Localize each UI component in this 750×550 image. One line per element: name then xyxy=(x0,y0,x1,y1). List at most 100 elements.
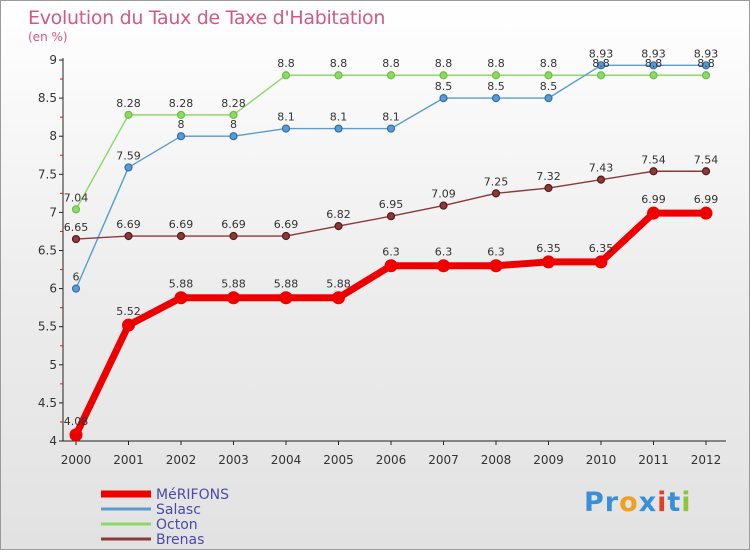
data-point xyxy=(71,234,81,244)
data-label: 6.3 xyxy=(382,246,400,259)
data-label: 8.28 xyxy=(169,97,194,110)
data-point xyxy=(699,206,713,220)
data-label: 5.88 xyxy=(326,278,351,291)
data-label: 8.28 xyxy=(221,97,246,110)
data-point xyxy=(124,231,133,241)
y-tick-label: 4.5 xyxy=(38,396,57,410)
data-point xyxy=(229,110,238,119)
data-point xyxy=(71,205,81,214)
data-point xyxy=(386,124,396,133)
logo-letter: i xyxy=(657,487,668,518)
logo-letter: o xyxy=(619,487,639,518)
data-point xyxy=(122,318,135,332)
x-tick-label: 2005 xyxy=(323,453,354,467)
data-point xyxy=(334,124,343,133)
data-point xyxy=(386,212,396,221)
data-point xyxy=(227,291,240,305)
x-tick-label: 2000 xyxy=(61,453,92,467)
data-label: 6.69 xyxy=(274,218,299,231)
x-tick-label: 2009 xyxy=(533,453,564,467)
data-point xyxy=(176,231,186,241)
y-tick-label: 5 xyxy=(49,358,57,372)
proxiti-logo: Proxiti xyxy=(584,487,692,518)
data-point xyxy=(544,183,553,193)
data-label: 7.43 xyxy=(589,162,614,175)
data-point xyxy=(647,206,660,220)
y-tick-label: 9 xyxy=(49,53,57,67)
data-label: 8 xyxy=(230,118,237,131)
data-label: 7.59 xyxy=(116,149,141,162)
data-label: 8.8 xyxy=(277,57,295,70)
data-point xyxy=(279,291,293,305)
data-point xyxy=(332,291,345,305)
data-point xyxy=(176,132,186,141)
chart-title: Evolution du Taux de Taxe d'Habitation xyxy=(28,7,386,29)
data-point xyxy=(176,110,186,119)
data-point xyxy=(281,231,291,241)
y-tick-label: 7 xyxy=(49,205,57,219)
data-label: 6.69 xyxy=(116,218,141,231)
data-point xyxy=(544,71,553,80)
data-label: 7.25 xyxy=(484,175,509,188)
data-label: 8.28 xyxy=(116,97,141,110)
data-label: 5.88 xyxy=(169,278,194,291)
data-label: 6.65 xyxy=(64,221,89,234)
x-tick-label: 2007 xyxy=(428,453,459,467)
data-point xyxy=(437,259,450,273)
data-point xyxy=(439,201,448,210)
x-tick-label: 2003 xyxy=(218,453,249,467)
data-label: 8.93 xyxy=(694,47,719,60)
data-point xyxy=(386,71,396,80)
y-tick-label: 6.5 xyxy=(38,244,57,258)
data-label: 6 xyxy=(73,271,80,284)
y-tick-label: 7.5 xyxy=(38,167,57,181)
data-point xyxy=(334,222,343,231)
data-label: 6.99 xyxy=(694,193,719,206)
data-label: 8 xyxy=(178,118,185,131)
data-point xyxy=(124,110,133,119)
y-tick-label: 8.5 xyxy=(38,91,57,105)
data-point xyxy=(439,71,448,80)
data-label: 8.93 xyxy=(589,47,614,60)
data-label: 8.8 xyxy=(382,57,400,70)
x-tick-label: 2008 xyxy=(481,453,512,467)
data-point xyxy=(384,259,398,273)
data-point xyxy=(69,428,83,442)
data-label: 6.99 xyxy=(641,193,666,206)
data-point xyxy=(229,231,238,241)
x-tick-label: 2001 xyxy=(113,453,144,467)
data-point xyxy=(334,71,343,80)
data-point xyxy=(649,71,658,80)
data-label: 7.09 xyxy=(431,188,456,201)
legend-label: Brenas xyxy=(156,532,204,548)
data-point xyxy=(596,71,606,80)
data-point xyxy=(439,93,448,103)
data-point xyxy=(281,124,291,133)
logo-letter: x xyxy=(638,487,658,518)
data-point xyxy=(596,61,606,70)
data-label: 6.35 xyxy=(536,242,561,255)
data-point xyxy=(229,132,238,141)
data-label: 6.69 xyxy=(169,218,194,231)
logo-letter: t xyxy=(667,487,682,518)
data-label: 8.8 xyxy=(487,57,505,70)
data-label: 8.1 xyxy=(382,111,400,124)
data-label: 5.88 xyxy=(274,278,299,291)
data-label: 7.54 xyxy=(694,153,719,166)
x-tick-label: 2004 xyxy=(271,453,302,467)
data-point xyxy=(281,71,291,80)
data-label: 5.88 xyxy=(221,278,246,291)
legend-label: Octon xyxy=(156,517,198,533)
y-tick-label: 8 xyxy=(49,129,57,143)
data-point xyxy=(594,255,608,269)
data-label: 8.93 xyxy=(641,47,666,60)
data-label: 6.82 xyxy=(326,208,351,221)
x-tick-label: 2012 xyxy=(691,453,722,467)
data-point xyxy=(649,61,658,70)
data-label: 8.1 xyxy=(277,111,295,124)
legend-label: MéRIFONS xyxy=(156,487,229,503)
data-label: 6.3 xyxy=(487,246,505,259)
x-tick-label: 2006 xyxy=(376,453,407,467)
data-point xyxy=(701,61,711,70)
